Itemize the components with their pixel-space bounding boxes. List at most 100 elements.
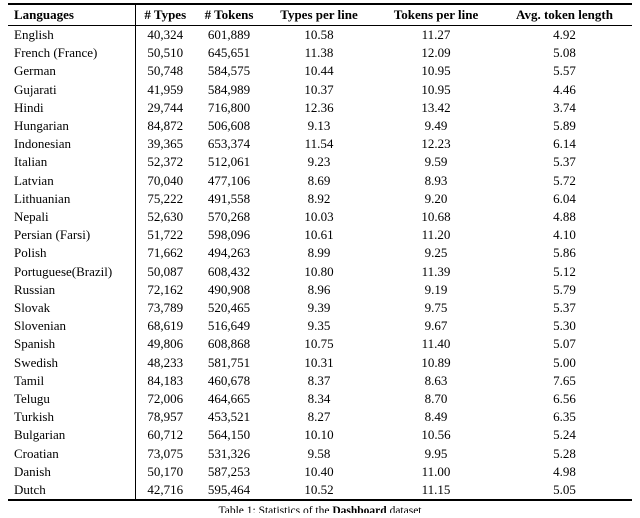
cell-value: 520,465 <box>207 300 251 316</box>
cell-value: 10.61 <box>304 227 334 243</box>
table-row: Indonesian 39,365 653,374 11.54 12.23 6.14 <box>8 135 632 154</box>
cell-value: 8.93 <box>424 172 448 188</box>
cell-value: 10.80 <box>304 263 334 279</box>
table-row: Lithuanian 75,222 491,558 8.92 9.20 6.04 <box>8 189 632 209</box>
cell-language: Hindi <box>8 98 136 118</box>
table-row: Hindi 29,744 716,800 12.36 13.42 3.74 <box>8 98 632 118</box>
cell-value: 10.95 <box>421 63 451 79</box>
cell-language: French (France) <box>8 44 136 63</box>
cell-value: 584,575 <box>207 63 251 79</box>
cell-value: 50,170 <box>147 463 184 479</box>
column-header-tokens: # Tokens <box>204 7 254 22</box>
table-row: Bulgarian 60,712 564,150 10.10 10.56 5.24 <box>8 426 632 445</box>
cell-value: 6.04 <box>553 190 576 206</box>
cell-value: 9.59 <box>424 154 448 170</box>
table-row: French (France) 50,510 645,651 11.38 12.09 5.… <box>8 44 632 63</box>
table-row: Spanish 49,806 608,868 10.75 11.40 5.07 <box>8 335 632 354</box>
cell-value: 9.20 <box>424 190 448 206</box>
cell-value: 11.39 <box>421 263 451 279</box>
cell-value: 10.95 <box>421 81 451 97</box>
cell-value: 464,665 <box>207 391 251 407</box>
table-row: Latvian 70,040 477,106 8.69 8.93 5.72 <box>8 171 632 190</box>
cell-value: 10.10 <box>304 427 334 443</box>
cell-language: Russian <box>8 280 136 300</box>
cell-value: 12.23 <box>421 136 451 152</box>
cell-value: 75,222 <box>147 190 184 206</box>
cell-value: 39,365 <box>147 136 184 152</box>
cell-value: 5.08 <box>553 45 576 61</box>
table-row: Telugu 72,006 464,665 8.34 8.70 6.56 <box>8 390 632 409</box>
cell-language: German <box>8 62 136 81</box>
cell-value: 50,510 <box>147 45 184 61</box>
cell-value: 60,712 <box>147 427 184 443</box>
table-row: Danish 50,170 587,253 10.40 11.00 4.98 <box>8 462 632 482</box>
cell-value: 598,096 <box>207 227 251 243</box>
cell-value: 11.54 <box>304 136 334 152</box>
cell-value: 72,162 <box>147 281 184 297</box>
cell-value: 9.95 <box>424 445 448 461</box>
cell-value: 10.75 <box>304 336 334 352</box>
cell-value: 52,372 <box>147 154 184 170</box>
cell-language: Swedish <box>8 353 136 372</box>
cell-value: 4.46 <box>553 81 576 97</box>
cell-value: 601,889 <box>207 27 251 42</box>
table-row: Portuguese(Brazil) 50,087 608,432 10.80 11.3… <box>8 262 632 281</box>
cell-value: 595,464 <box>207 482 251 498</box>
cell-language: Polish <box>8 244 136 263</box>
cell-value: 50,087 <box>147 263 184 279</box>
cell-value: 512,061 <box>207 154 251 170</box>
cell-value: 11.40 <box>421 336 451 352</box>
table-row: Tamil 84,183 460,678 8.37 8.63 7.65 <box>8 371 632 391</box>
cell-value: 52,630 <box>147 209 184 225</box>
cell-value: 8.69 <box>307 172 331 188</box>
table-row: Slovak 73,789 520,465 9.39 9.75 5.37 <box>8 299 632 318</box>
cell-value: 608,868 <box>207 336 251 352</box>
cell-value: 73,075 <box>147 445 184 461</box>
cell-language: Telugu <box>8 390 136 409</box>
cell-value: 5.37 <box>553 154 576 170</box>
cell-value: 12.09 <box>421 45 451 61</box>
cell-value: 9.35 <box>307 318 331 334</box>
cell-language: Lithuanian <box>8 189 136 209</box>
cell-value: 716,800 <box>207 99 251 115</box>
cell-value: 653,374 <box>207 136 251 152</box>
cell-value: 581,751 <box>207 354 251 370</box>
cell-value: 72,006 <box>147 391 184 407</box>
cell-language: Croatian <box>8 444 136 463</box>
cell-value: 516,649 <box>207 318 251 334</box>
cell-value: 41,959 <box>147 81 184 97</box>
cell-value: 506,608 <box>207 118 251 134</box>
cell-value: 531,326 <box>207 445 251 461</box>
table-row: Polish 71,662 494,263 8.99 9.25 5.86 <box>8 244 632 263</box>
cell-value: 10.56 <box>421 427 451 443</box>
cell-value: 11.15 <box>421 482 451 498</box>
column-header-avg-token-length: Avg. token length <box>516 7 613 22</box>
cell-value: 51,722 <box>147 227 184 243</box>
cell-value: 10.58 <box>304 27 334 42</box>
table-body: English 40,324 601,889 10.58 11.27 4.92 French… <box>8 25 632 501</box>
cell-value: 490,908 <box>207 281 251 297</box>
cell-value: 5.05 <box>553 482 576 498</box>
cell-value: 5.07 <box>553 336 576 352</box>
cell-value: 10.03 <box>304 209 334 225</box>
cell-language: Danish <box>8 462 136 482</box>
cell-language: Indonesian <box>8 135 136 154</box>
cell-value: 10.40 <box>304 463 334 479</box>
table-row: Dutch 42,716 595,464 10.52 11.15 5.05 <box>8 481 632 501</box>
cell-value: 68,619 <box>147 318 184 334</box>
cell-value: 8.37 <box>307 372 331 388</box>
cell-value: 13.42 <box>421 99 451 115</box>
cell-language: Slovak <box>8 299 136 318</box>
cell-value: 29,744 <box>147 99 184 115</box>
table-row: Russian 72,162 490,908 8.96 9.19 5.79 <box>8 280 632 300</box>
cell-value: 491,558 <box>207 190 251 206</box>
cell-value: 4.92 <box>553 27 576 42</box>
cell-value: 40,324 <box>147 27 184 42</box>
cell-value: 8.99 <box>307 245 331 261</box>
caption-prefix: Table 1: Statistics of the <box>218 505 333 513</box>
cell-value: 9.67 <box>424 318 448 334</box>
table-header-row: Languages # Types # Tokens Types per lin… <box>8 4 632 26</box>
cell-value: 5.57 <box>553 63 576 79</box>
cell-language: Italian <box>8 153 136 172</box>
table-row: Gujarati 41,959 584,989 10.37 10.95 4.46 <box>8 80 632 99</box>
